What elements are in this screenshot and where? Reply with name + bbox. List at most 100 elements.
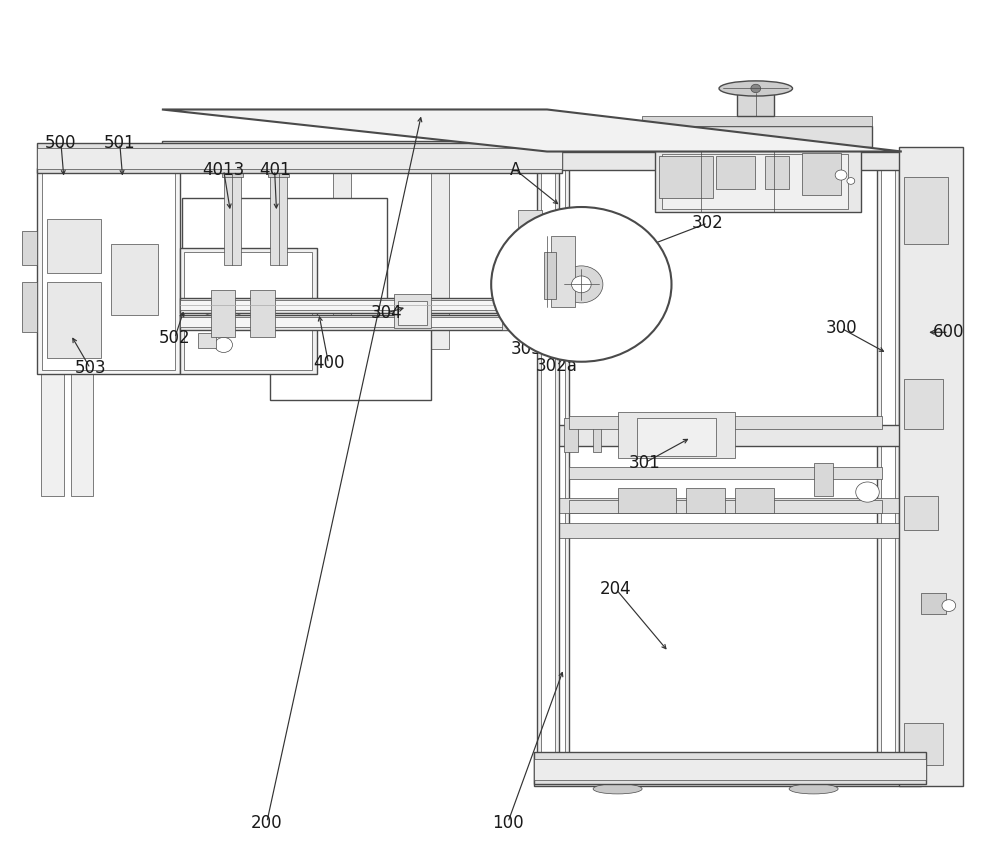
Bar [71, 143, 93, 496]
Bar [655, 148, 861, 212]
Bar [904, 378, 943, 429]
Bar [547, 498, 900, 513]
Bar [686, 488, 725, 513]
Bar [268, 164, 289, 177]
Bar [904, 496, 938, 530]
Bar [333, 156, 351, 349]
Circle shape [574, 278, 589, 291]
Circle shape [942, 600, 956, 612]
Bar [180, 300, 560, 311]
Bar [42, 172, 175, 370]
Bar [211, 290, 235, 336]
Bar [659, 156, 713, 198]
Bar [642, 116, 872, 126]
Bar [250, 290, 275, 336]
Text: 4013: 4013 [203, 161, 245, 179]
Bar [642, 126, 872, 148]
Circle shape [847, 178, 855, 184]
Text: 302: 302 [692, 214, 724, 232]
Circle shape [251, 314, 269, 329]
Bar [180, 298, 560, 313]
Ellipse shape [719, 81, 793, 96]
Bar [398, 301, 427, 324]
Ellipse shape [789, 784, 838, 794]
Bar [547, 152, 900, 170]
Text: 304: 304 [371, 304, 402, 322]
Ellipse shape [593, 784, 642, 794]
Text: 204: 204 [600, 580, 631, 598]
Bar [881, 156, 895, 780]
Bar [184, 252, 312, 370]
Polygon shape [162, 110, 902, 152]
Text: 503: 503 [75, 360, 106, 378]
Bar [37, 148, 562, 169]
Text: A: A [510, 161, 521, 179]
Bar [802, 154, 841, 196]
Bar [737, 93, 774, 116]
Bar [662, 154, 848, 208]
Bar [502, 294, 541, 329]
Text: 400: 400 [313, 354, 344, 372]
Bar [394, 294, 431, 328]
Bar [180, 315, 560, 329]
Circle shape [835, 170, 847, 180]
Bar [593, 418, 601, 451]
Bar [222, 164, 243, 177]
Text: 401: 401 [259, 161, 290, 179]
Bar [904, 723, 943, 765]
Bar [877, 152, 899, 782]
Bar [37, 168, 180, 374]
Circle shape [227, 314, 244, 329]
Bar [534, 758, 926, 781]
Bar [198, 333, 216, 348]
Text: 300: 300 [825, 319, 857, 337]
Text: 303: 303 [511, 340, 542, 358]
Bar [506, 301, 535, 326]
Bar [544, 252, 556, 299]
Bar [899, 148, 963, 786]
Circle shape [560, 266, 603, 303]
Text: 200: 200 [251, 813, 283, 831]
Text: 500: 500 [45, 134, 77, 152]
Bar [716, 156, 755, 190]
Bar [569, 500, 882, 513]
Bar [735, 488, 774, 513]
Bar [921, 593, 946, 614]
Text: 600: 600 [933, 323, 965, 341]
Text: 501: 501 [104, 134, 136, 152]
Bar [22, 281, 37, 332]
Bar [618, 412, 735, 458]
Circle shape [202, 314, 220, 329]
Bar [904, 177, 948, 244]
Bar [270, 324, 431, 400]
Circle shape [215, 337, 232, 353]
Bar [569, 416, 882, 429]
Bar [547, 152, 569, 782]
Bar [564, 418, 578, 451]
Bar [534, 752, 921, 786]
Bar [551, 236, 575, 307]
Circle shape [572, 276, 591, 293]
Bar [518, 210, 542, 244]
Bar [547, 425, 900, 446]
Circle shape [856, 482, 879, 502]
Bar [47, 282, 101, 358]
Text: 100: 100 [492, 813, 524, 831]
Bar [180, 248, 317, 374]
Bar [534, 758, 921, 783]
Bar [569, 467, 882, 480]
Bar [162, 156, 549, 161]
Bar [814, 462, 833, 496]
Bar [270, 172, 287, 265]
Text: 301: 301 [629, 454, 661, 472]
Circle shape [751, 84, 761, 93]
Text: 502: 502 [159, 329, 190, 347]
Bar [431, 156, 449, 349]
Bar [162, 141, 549, 156]
Bar [111, 244, 158, 316]
Bar [541, 157, 555, 776]
Bar [637, 418, 716, 456]
Bar [537, 156, 559, 778]
Bar [22, 232, 37, 265]
Bar [765, 156, 789, 190]
